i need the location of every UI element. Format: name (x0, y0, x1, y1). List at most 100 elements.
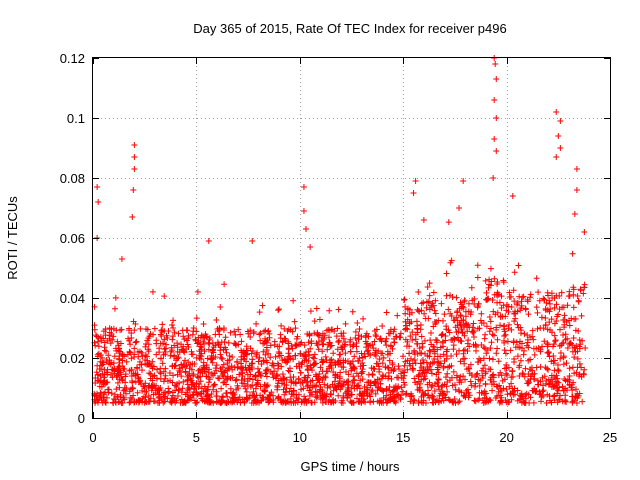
data-point (358, 397, 365, 404)
data-point (507, 390, 514, 397)
data-point (140, 382, 147, 389)
data-point (94, 371, 101, 378)
data-point (441, 391, 448, 398)
data-point (554, 399, 561, 406)
data-point (208, 370, 215, 377)
data-point (521, 373, 528, 380)
data-point (322, 374, 329, 381)
data-point (521, 399, 528, 406)
data-point (221, 344, 228, 351)
data-point (398, 392, 405, 399)
data-point (439, 395, 446, 402)
data-point (308, 399, 315, 406)
data-point (238, 377, 245, 384)
data-point (501, 339, 508, 346)
data-point (330, 350, 337, 357)
data-point (122, 371, 129, 378)
data-point (550, 383, 557, 390)
data-point (514, 353, 521, 360)
data-point (502, 313, 509, 320)
data-point (259, 302, 266, 309)
data-point (299, 379, 306, 386)
data-point (471, 328, 478, 335)
data-point (315, 338, 322, 345)
data-point (576, 360, 583, 367)
data-point (216, 375, 223, 382)
data-point (241, 383, 248, 390)
data-point (568, 315, 575, 322)
data-point (353, 370, 360, 377)
data-point (438, 300, 445, 307)
data-point (562, 377, 569, 384)
data-point (205, 383, 212, 390)
data-point (456, 398, 463, 405)
data-point (554, 375, 561, 382)
data-point (573, 187, 580, 193)
data-points (91, 55, 589, 406)
data-point (534, 325, 541, 332)
data-point (570, 284, 577, 291)
data-point (406, 392, 413, 399)
data-point (540, 387, 547, 394)
data-point (238, 356, 245, 363)
data-point (565, 293, 572, 300)
data-point (470, 334, 477, 341)
data-point (100, 328, 107, 335)
data-point (558, 289, 565, 296)
data-point (557, 326, 564, 333)
data-point (130, 318, 137, 325)
y-tick-label: 0.04 (60, 291, 85, 306)
data-point (110, 333, 117, 340)
data-point (136, 348, 143, 355)
data-point (276, 343, 283, 350)
data-point (99, 355, 106, 362)
data-point (194, 373, 201, 380)
data-point (389, 393, 396, 400)
data-point (169, 322, 176, 329)
data-point (531, 351, 538, 358)
data-point (350, 363, 357, 370)
data-point (409, 360, 416, 367)
data-point (102, 399, 109, 406)
data-point (319, 330, 326, 337)
data-point (554, 366, 561, 373)
data-point (571, 354, 578, 361)
data-point (486, 281, 493, 288)
data-point (276, 350, 283, 357)
data-point (426, 306, 433, 313)
data-point (153, 375, 160, 382)
y-tick-label: 0.12 (60, 51, 85, 66)
data-point (561, 398, 568, 405)
data-point (246, 366, 253, 373)
data-point (450, 342, 457, 349)
data-point (551, 374, 558, 381)
data-point (561, 312, 568, 319)
data-point (101, 347, 108, 354)
data-point (325, 334, 332, 341)
data-point (508, 380, 515, 387)
data-point (316, 370, 323, 377)
data-point (510, 388, 517, 395)
data-point (440, 351, 447, 358)
data-point (441, 381, 448, 388)
data-point (311, 360, 318, 367)
data-point (124, 351, 131, 358)
data-point (497, 322, 504, 329)
data-point (193, 328, 200, 335)
data-point (545, 292, 552, 299)
data-point (426, 280, 433, 287)
data-point (530, 345, 537, 352)
data-point (453, 351, 460, 358)
data-point (188, 395, 195, 402)
data-point (379, 322, 386, 329)
data-point (316, 316, 323, 323)
data-point (496, 399, 503, 406)
data-point (235, 385, 242, 392)
data-point (197, 352, 204, 359)
data-point (539, 388, 546, 395)
data-point (581, 281, 588, 288)
data-point (409, 336, 416, 343)
data-point (228, 363, 235, 370)
data-point (376, 376, 383, 383)
data-point (474, 370, 481, 377)
